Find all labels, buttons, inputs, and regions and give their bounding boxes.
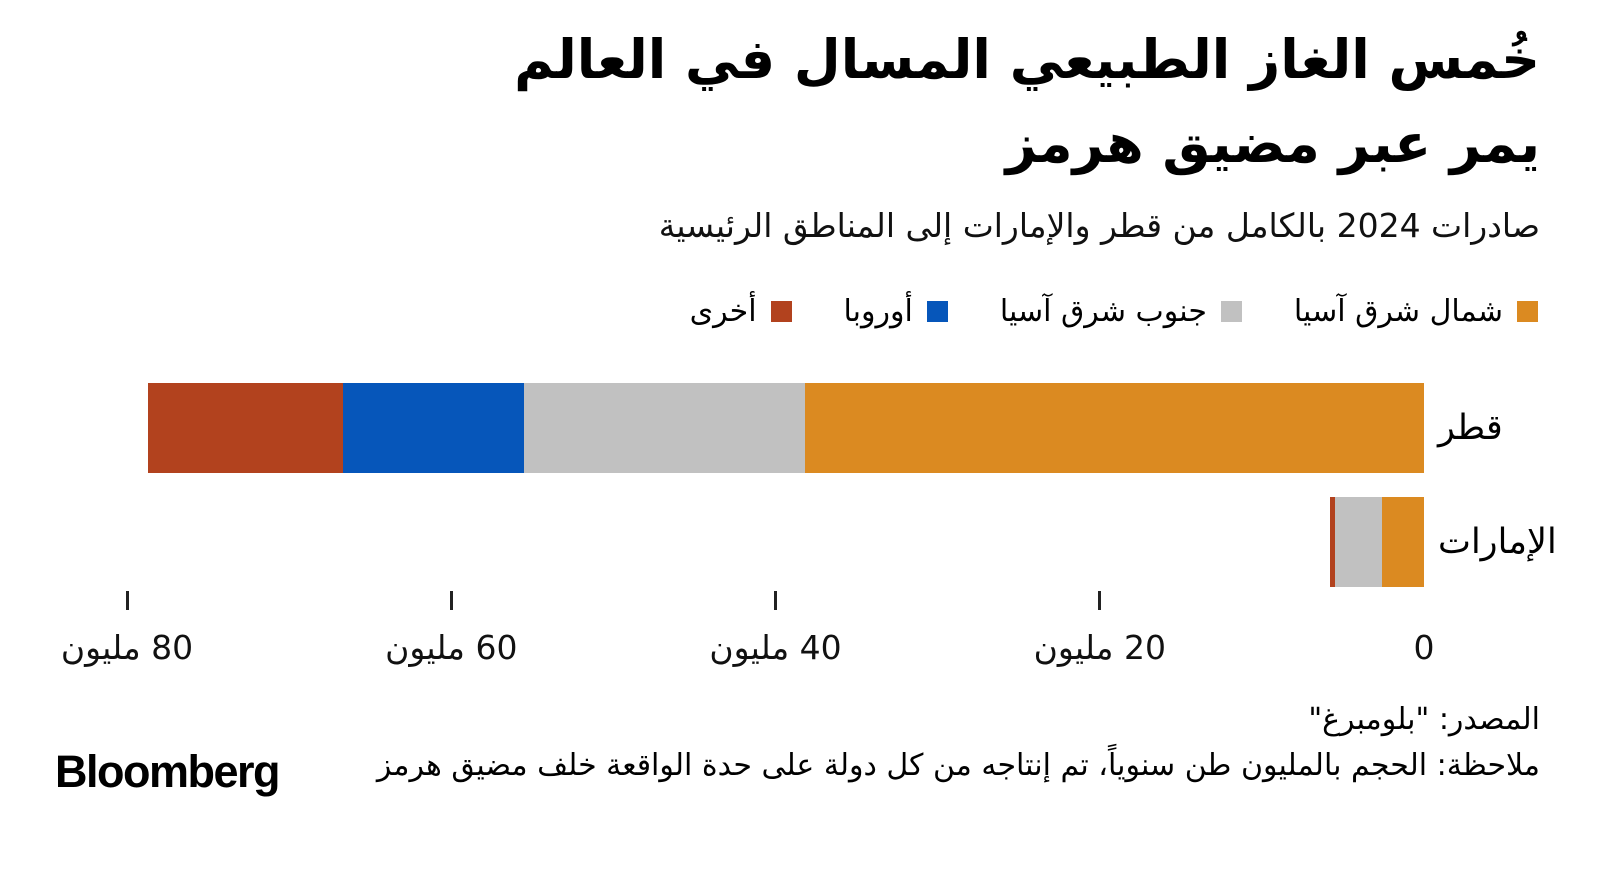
- bar-qatar: [148, 383, 1424, 473]
- axis-tick: [125, 591, 129, 610]
- bar-segment: [1381, 497, 1424, 587]
- legend-item: أوروبا: [844, 294, 948, 329]
- category-label: الإمارات: [1438, 522, 1557, 562]
- legend-item: شمال شرق آسيا: [1294, 294, 1538, 329]
- axis-tick-label: 20 مليون: [1033, 628, 1166, 667]
- chart-title: خُمس الغاز الطبيعي المسال في العالم يمر …: [290, 18, 1540, 185]
- axis-tick-label: 60 مليون: [385, 628, 518, 667]
- axis-tick-label: 40 مليون: [709, 628, 842, 667]
- legend-swatch-icon: [770, 301, 792, 322]
- legend-swatch-icon: [1517, 301, 1538, 322]
- source-text: المصدر: "بلومبرغ": [1308, 702, 1540, 737]
- chart-title-line2: يمر عبر مضيق هرمز: [1005, 111, 1540, 175]
- legend-item: أخرى: [690, 294, 792, 329]
- legend-swatch-icon: [926, 301, 948, 322]
- bar-segment: [1334, 497, 1382, 587]
- bar-segment: [524, 383, 805, 473]
- legend-swatch-icon: [1220, 301, 1242, 322]
- axis-tick: [1098, 591, 1102, 610]
- bar-segment: [342, 383, 525, 473]
- bar-segment: [1329, 497, 1335, 587]
- chart-title-line1: خُمس الغاز الطبيعي المسال في العالم: [514, 28, 1540, 91]
- bar-segment: [804, 383, 1424, 473]
- category-label: قطر: [1438, 408, 1503, 448]
- bar-uae: [1329, 497, 1424, 587]
- axis-tick-label: 0: [1413, 628, 1435, 667]
- axis-tick: [449, 591, 453, 610]
- legend-label: أخرى: [689, 294, 757, 329]
- legend-label: شمال شرق آسيا: [1293, 294, 1503, 329]
- axis-tick-label: 80 مليون: [60, 628, 194, 667]
- legend: شمال شرق آسيا جنوب شرق آسيا أوروبا أخرى: [690, 294, 1538, 329]
- legend-label: جنوب شرق آسيا: [999, 294, 1207, 329]
- note-text: ملاحظة: الحجم بالمليون طن سنوياً، تم إنت…: [376, 748, 1540, 783]
- bar-segment: [148, 383, 343, 473]
- bloomberg-logo: Bloomberg: [55, 746, 281, 797]
- legend-label: أوروبا: [843, 294, 913, 329]
- axis-tick: [774, 591, 777, 610]
- chart-subtitle: صادرات 2024 بالكامل من قطر والإمارات إلى…: [658, 206, 1540, 245]
- legend-item: جنوب شرق آسيا: [1000, 294, 1242, 329]
